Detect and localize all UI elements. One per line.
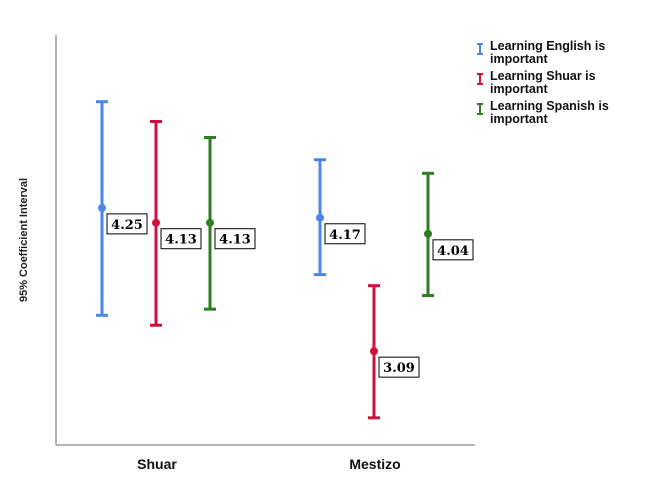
x-tick-label: Mestizo	[349, 456, 400, 472]
legend-label: Learning Spanish is important	[490, 99, 609, 126]
mean-point	[316, 213, 324, 222]
legend-item[interactable]: Learning English is important	[476, 40, 646, 66]
data-label: 4.17	[329, 228, 361, 243]
data-label-box	[378, 356, 420, 378]
data-label-box	[160, 228, 202, 250]
legend-label: Learning Shuar is important	[490, 69, 596, 96]
mean-point	[152, 218, 160, 227]
error-bar-icon	[477, 103, 483, 115]
legend-item[interactable]: Learning Shuar is important	[476, 70, 646, 96]
data-label-box	[324, 223, 366, 245]
data-label-box	[432, 239, 474, 261]
legend: Learning English is important Learning S…	[476, 40, 646, 130]
mean-point	[424, 229, 432, 238]
data-label-box	[106, 213, 148, 235]
legend-label: Learning English is important	[490, 39, 606, 66]
y-axis-label: 95% Coefficient Interval	[18, 178, 30, 302]
mean-point	[370, 347, 378, 356]
error-bar-icon	[477, 73, 483, 85]
data-label: 4.25	[111, 218, 143, 233]
data-label: 4.13	[165, 233, 197, 248]
data-label: 3.09	[383, 361, 415, 376]
data-label-box	[214, 228, 256, 250]
data-label: 4.13	[219, 233, 251, 248]
legend-item[interactable]: Learning Spanish is important	[476, 100, 646, 126]
error-bar-icon	[477, 43, 483, 55]
data-label: 4.04	[437, 244, 469, 259]
mean-point	[98, 203, 106, 212]
x-tick-label: Shuar	[137, 456, 177, 472]
mean-point	[206, 218, 214, 227]
